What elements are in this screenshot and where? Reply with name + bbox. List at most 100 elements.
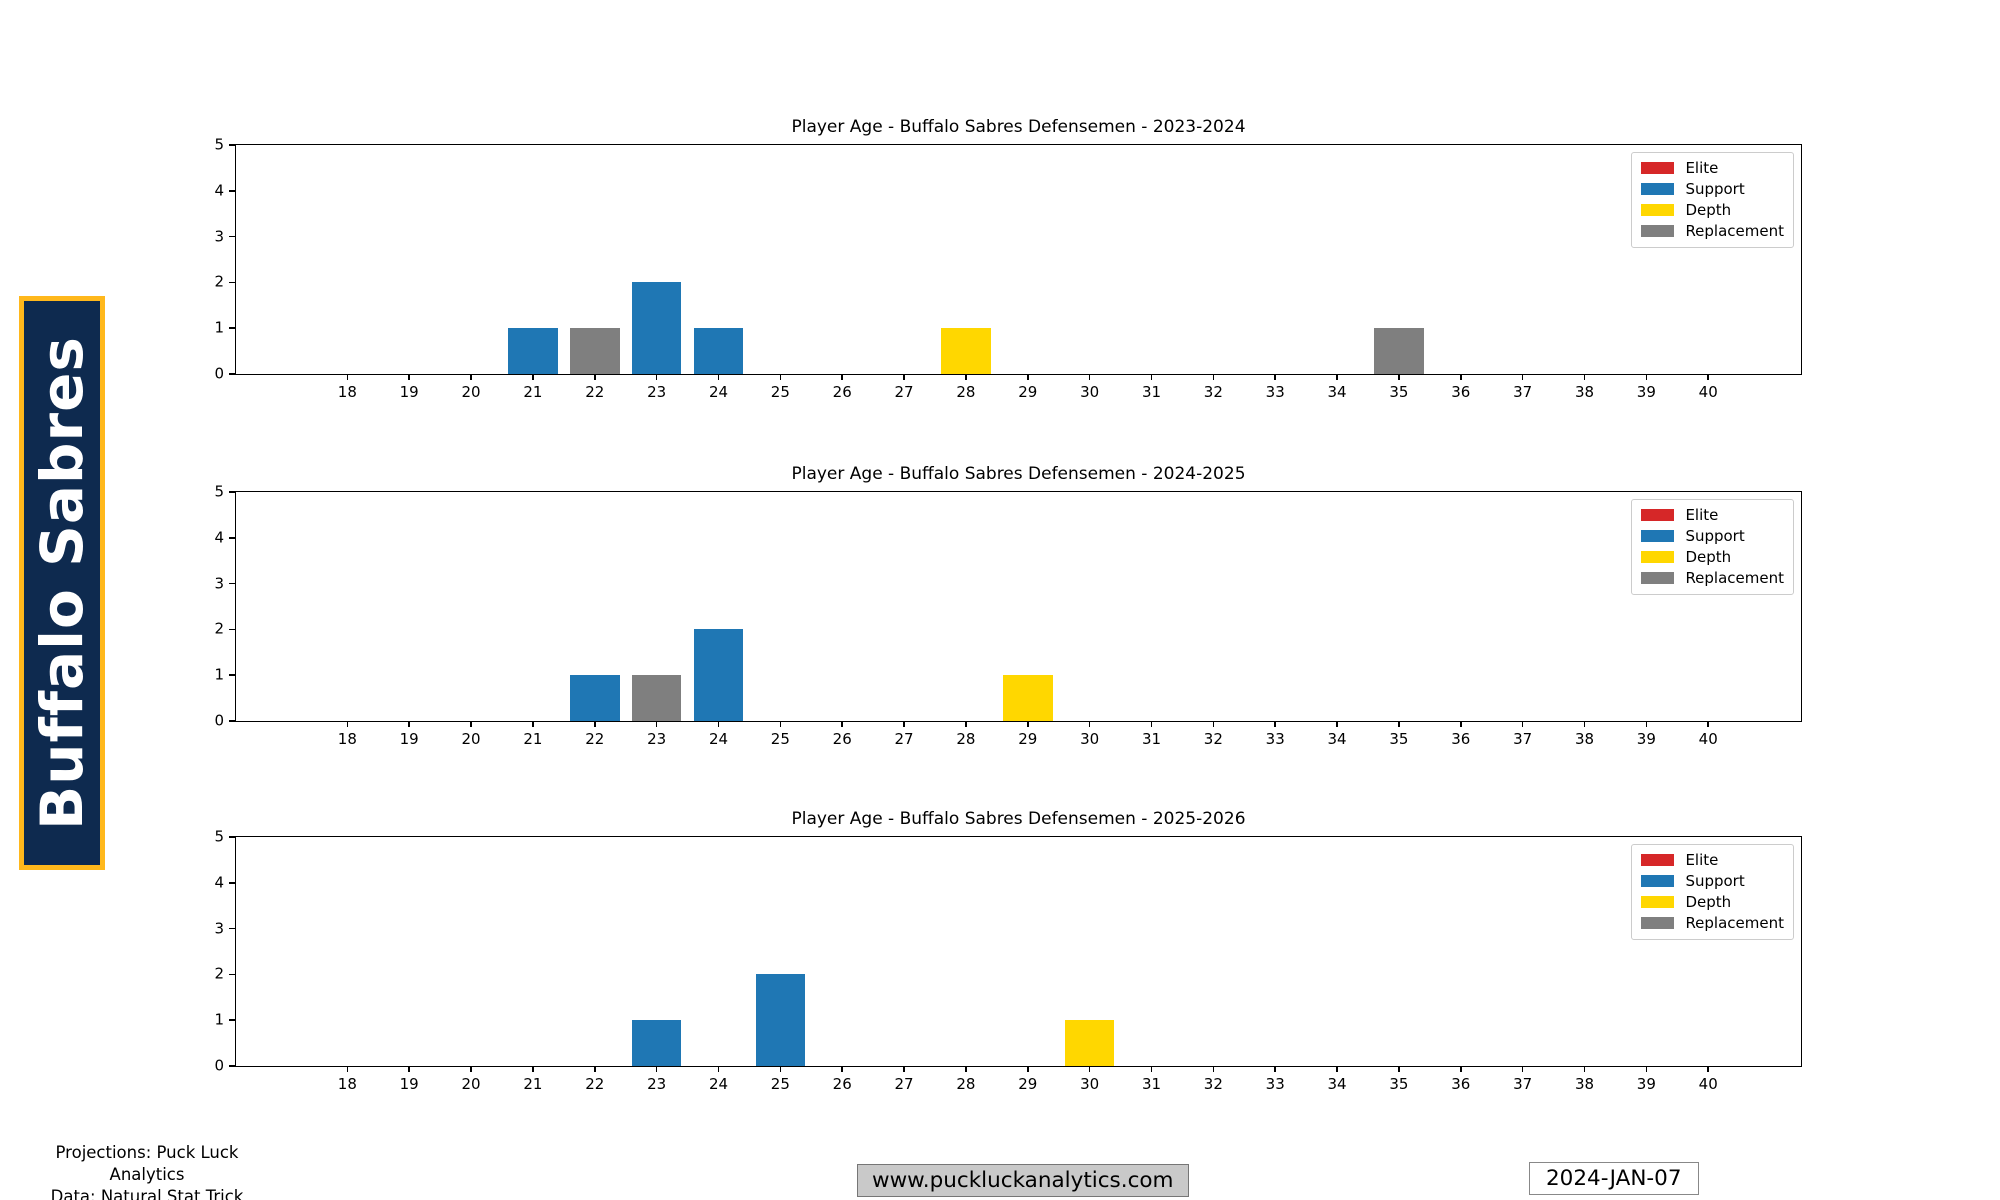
tick-mark — [1336, 721, 1338, 727]
tick-mark — [229, 973, 236, 976]
legend: Elite Support Depth Replacement — [1631, 152, 1794, 248]
tick-mark — [1583, 374, 1586, 380]
tick-mark — [229, 582, 236, 585]
legend-label: Elite — [1685, 851, 1719, 869]
x-tick-label: 31 — [1141, 383, 1162, 401]
tick-mark — [1521, 721, 1524, 727]
legend-item-support: Support — [1641, 873, 1784, 889]
tick-mark — [408, 721, 410, 727]
x-tick-label: 32 — [1203, 1075, 1223, 1093]
tick-mark — [1459, 1066, 1462, 1072]
chart-title: Player Age - Buffalo Sabres Defensemen -… — [791, 117, 1246, 137]
age-bar-23 — [631, 282, 682, 374]
tick-mark — [717, 721, 720, 727]
legend-label: Depth — [1685, 893, 1732, 911]
tick-mark — [470, 374, 472, 380]
tick-mark — [1459, 374, 1462, 380]
x-tick-label: 38 — [1574, 1075, 1595, 1093]
team-banner-label: Buffalo Sabres — [28, 336, 97, 830]
legend-label: Depth — [1685, 201, 1732, 219]
tick-mark — [229, 1019, 236, 1021]
x-tick-label: 29 — [1018, 730, 1038, 748]
age-bar-23 — [631, 675, 682, 721]
x-tick-label: 35 — [1389, 383, 1409, 401]
tick-mark — [841, 721, 843, 727]
date-badge: 2024-JAN-07 — [1529, 1162, 1699, 1195]
tick-mark — [229, 281, 236, 284]
tick-mark — [779, 1066, 782, 1072]
y-tick-label: 1 — [214, 1010, 224, 1029]
x-tick-label: 34 — [1327, 1075, 1347, 1093]
x-tick-label: 26 — [832, 730, 852, 748]
tick-mark — [1707, 1066, 1709, 1072]
x-tick-label: 22 — [585, 1075, 605, 1093]
legend-label: Support — [1685, 180, 1745, 198]
tick-mark — [1274, 1066, 1276, 1072]
tick-mark — [1088, 1066, 1091, 1072]
age-bar-22 — [570, 328, 620, 374]
y-tick-label: 1 — [214, 318, 224, 337]
website-badge[interactable]: www.puckluckanalytics.com — [857, 1164, 1189, 1197]
legend-label: Elite — [1685, 506, 1719, 524]
tick-mark — [346, 1066, 349, 1072]
tick-mark — [1026, 1066, 1029, 1072]
tick-mark — [229, 674, 236, 676]
x-tick-label: 38 — [1574, 383, 1595, 401]
tick-mark — [229, 537, 236, 539]
tick-mark — [1521, 374, 1524, 380]
age-bar-29 — [1003, 675, 1053, 721]
y-tick-label: 3 — [214, 919, 224, 938]
x-tick-label: 29 — [1018, 383, 1038, 401]
x-tick-label: 39 — [1636, 1075, 1656, 1093]
tick-mark — [1707, 721, 1709, 727]
x-tick-label: 31 — [1141, 730, 1162, 748]
y-tick-label: 5 — [214, 827, 224, 846]
x-tick-label: 27 — [894, 383, 914, 401]
legend-item-elite: Elite — [1641, 160, 1784, 176]
tick-mark — [1336, 1066, 1338, 1072]
x-tick-label: 21 — [523, 1075, 543, 1093]
tick-mark — [1645, 374, 1648, 380]
x-tick-label: 32 — [1203, 730, 1223, 748]
credit-line-projections: Projections: Puck Luck Analytics — [55, 1143, 239, 1184]
x-tick-label: 18 — [337, 383, 357, 401]
x-tick-label: 20 — [461, 1075, 481, 1093]
y-tick-label: 4 — [214, 873, 224, 892]
tick-mark — [408, 1066, 410, 1072]
tick-mark — [229, 373, 236, 375]
x-tick-label: 23 — [647, 1075, 667, 1093]
x-tick-label: 21 — [523, 730, 543, 748]
x-tick-label: 27 — [894, 1075, 914, 1093]
y-tick-label: 3 — [214, 574, 224, 593]
x-tick-label: 37 — [1513, 383, 1533, 401]
tick-mark — [229, 720, 236, 722]
legend-item-elite: Elite — [1641, 507, 1784, 523]
x-tick-label: 36 — [1451, 730, 1471, 748]
tick-mark — [1212, 1066, 1215, 1072]
x-tick-label: 34 — [1327, 383, 1347, 401]
tick-mark — [1645, 1066, 1648, 1072]
y-tick-label: 2 — [214, 273, 224, 292]
x-tick-label: 29 — [1018, 1075, 1038, 1093]
tick-mark — [532, 374, 534, 380]
legend-swatch — [1641, 896, 1675, 908]
x-tick-label: 25 — [770, 1075, 790, 1093]
tick-mark — [593, 721, 596, 727]
tick-mark — [1398, 374, 1400, 380]
tick-mark — [229, 235, 236, 238]
tick-mark — [229, 144, 236, 146]
x-tick-label: 37 — [1513, 1075, 1533, 1093]
tick-mark — [1026, 374, 1029, 380]
tick-mark — [1459, 721, 1462, 727]
tick-mark — [841, 374, 843, 380]
tick-mark — [1583, 721, 1586, 727]
age-bar-30 — [1064, 1020, 1115, 1066]
x-tick-label: 26 — [832, 1075, 852, 1093]
x-tick-label: 36 — [1451, 383, 1471, 401]
tick-mark — [229, 836, 236, 838]
tick-mark — [903, 1066, 905, 1072]
tick-mark — [532, 721, 534, 727]
legend-item-depth: Depth — [1641, 549, 1784, 565]
tick-mark — [1274, 374, 1276, 380]
